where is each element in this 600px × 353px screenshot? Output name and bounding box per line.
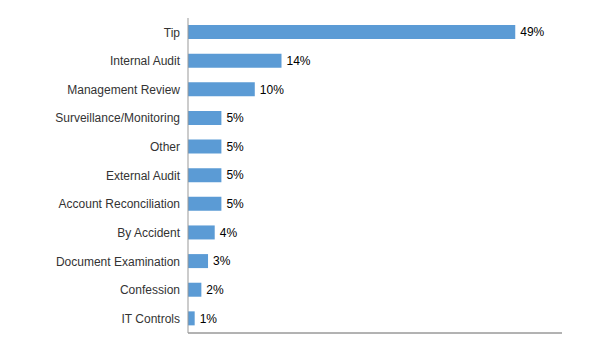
svg-text:Confession: Confession [120, 283, 180, 297]
svg-text:5%: 5% [226, 197, 244, 211]
svg-text:Surveillance/Monitoring: Surveillance/Monitoring [55, 111, 180, 125]
svg-text:3%: 3% [213, 254, 231, 268]
svg-text:IT Controls: IT Controls [122, 312, 180, 326]
svg-text:Account Reconciliation: Account Reconciliation [59, 197, 180, 211]
svg-text:Tip: Tip [164, 26, 181, 40]
svg-text:Other: Other [150, 140, 180, 154]
svg-text:5%: 5% [226, 111, 244, 125]
svg-text:Internal Audit: Internal Audit [110, 54, 181, 68]
svg-text:10%: 10% [260, 83, 284, 97]
svg-text:2%: 2% [206, 283, 224, 297]
svg-text:14%: 14% [287, 54, 311, 68]
svg-text:5%: 5% [226, 168, 244, 182]
svg-text:External Audit: External Audit [106, 169, 181, 183]
svg-text:By Accident: By Accident [117, 226, 180, 240]
svg-text:Management Review: Management Review [67, 83, 180, 97]
svg-text:1%: 1% [200, 312, 218, 326]
svg-text:5%: 5% [226, 140, 244, 154]
svg-text:Document Examination: Document Examination [56, 255, 180, 269]
svg-text:4%: 4% [220, 226, 238, 240]
svg-text:49%: 49% [520, 25, 544, 39]
